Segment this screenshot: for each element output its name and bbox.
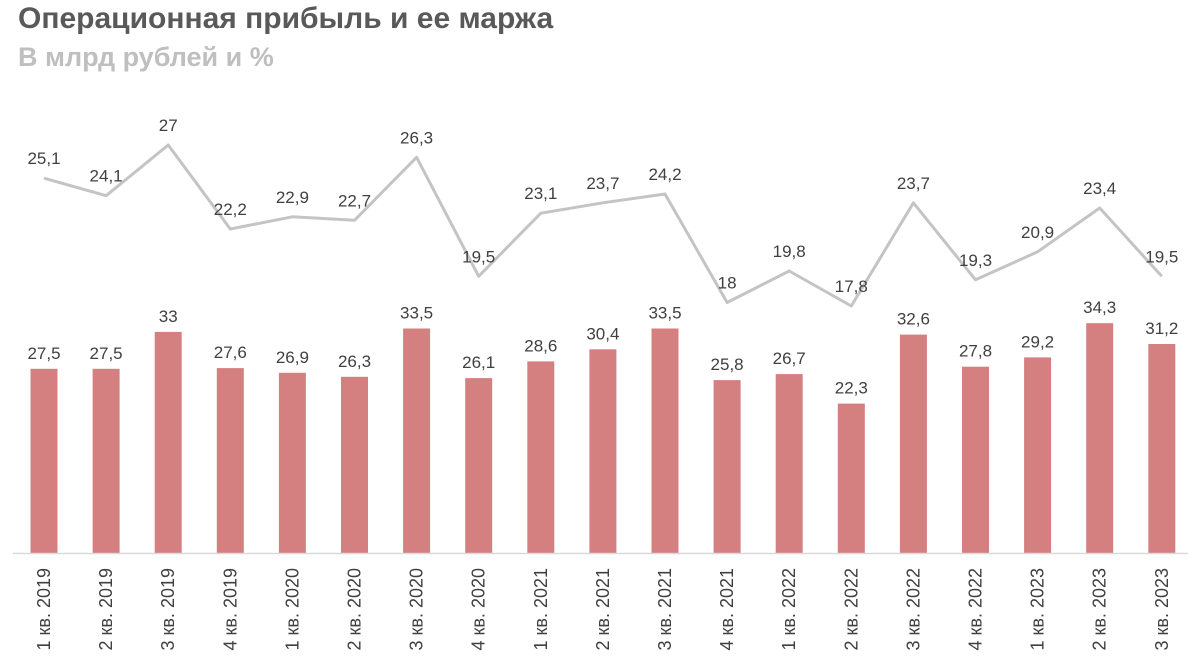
bar-label-8: 26,1 [462,353,495,372]
bar-8 [465,378,493,553]
bar-label-4: 27,6 [214,343,247,362]
bar-label-10: 30,4 [586,324,619,343]
bar-10 [589,349,617,553]
x-tick-4: 4 кв. 2019 [220,568,240,651]
line-label-6: 22,7 [338,191,371,210]
bar-label-19: 31,2 [1145,319,1178,338]
line-label-2: 24,1 [90,167,123,186]
bar-label-17: 29,2 [1021,332,1054,351]
x-tick-16: 4 кв. 2022 [966,568,986,651]
x-tick-12: 4 кв. 2021 [717,568,737,651]
bar-label-14: 22,3 [835,379,868,398]
bar-label-16: 27,8 [959,342,992,361]
chart-subtitle: В млрд рублей и % [18,42,274,72]
line-label-17: 20,9 [1021,223,1054,242]
bar-16 [962,366,989,553]
x-tick-labels: 1 кв. 2019 2 кв. 2019 3 кв. 2019 4 кв. 2019… [34,568,1172,651]
x-tick-2: 2 кв. 2019 [96,568,116,651]
bar-label-2: 27,5 [90,344,123,363]
margin-line [43,143,1163,308]
bar-1 [30,368,58,554]
x-tick-3: 3 кв. 2019 [158,568,178,651]
line-label-3: 27 [159,116,178,135]
bar-label-6: 26,3 [338,352,371,371]
line-label-7: 26,3 [400,128,433,147]
bar-2 [92,368,120,554]
bar-label-7: 33,5 [400,304,433,323]
bar-3 [154,331,182,553]
bar-6 [341,376,368,553]
bar-label-1: 27,5 [27,344,60,363]
bar-17 [1024,357,1052,553]
line-label-19: 19,5 [1145,247,1178,266]
bar-14 [837,403,865,553]
x-tick-6: 2 кв. 2020 [345,568,365,651]
bar-13 [775,374,803,553]
bar-4 [216,368,244,553]
bar-5 [278,372,306,553]
line-label-12: 18 [718,274,737,293]
bar-label-15: 32,6 [897,310,930,329]
x-tick-13: 1 кв. 2022 [779,568,799,651]
x-tick-15: 3 кв. 2022 [903,568,923,651]
x-tick-7: 3 кв. 2020 [407,568,427,651]
line-label-11: 24,2 [648,165,681,184]
bar-label-13: 26,7 [773,349,806,368]
line-label-1: 25,1 [27,149,60,168]
x-tick-9: 1 кв. 2021 [531,568,551,651]
line-label-15: 23,7 [897,174,930,193]
line-label-18: 23,4 [1083,179,1116,198]
bar-label-18: 34,3 [1083,298,1116,317]
line-value-labels: 25,1 24,1 27 22,2 22,9 22,7 26,3 19,5 23,1 23,7 24… [27,116,1178,296]
bar-11 [651,328,679,553]
bar-label-5: 26,9 [276,348,309,367]
x-tick-10: 2 кв. 2021 [593,568,613,651]
x-tick-1: 1 кв. 2019 [34,568,54,651]
x-tick-14: 2 кв. 2022 [841,568,861,651]
x-tick-18: 2 кв. 2023 [1090,568,1110,651]
x-tick-8: 4 кв. 2020 [469,568,489,651]
bar-label-3: 33 [159,307,178,326]
line-label-14: 17,8 [835,277,868,296]
bar-series [30,323,1176,554]
line-label-8: 19,5 [462,247,495,266]
bar-19 [1148,344,1176,553]
line-label-9: 23,1 [524,184,557,203]
bar-18 [1086,323,1114,553]
x-tick-19: 3 кв. 2023 [1152,568,1172,651]
x-tick-11: 3 кв. 2021 [655,568,675,651]
chart-title: Операционная прибыль и ее маржа [18,2,554,35]
bar-label-12: 25,8 [711,355,744,374]
margin-line-series [43,143,1163,308]
bar-value-labels: 27,5 27,5 33 27,6 26,9 26,3 33,5 26,1 28,6 30,4 33… [27,298,1178,397]
line-label-16: 19,3 [959,251,992,270]
bar-9 [527,361,555,553]
line-label-13: 19,8 [773,242,806,261]
line-label-10: 23,7 [586,174,619,193]
bar-label-9: 28,6 [524,336,557,355]
bar-15 [899,334,927,553]
x-tick-17: 1 кв. 2023 [1028,568,1048,651]
bar-7 [403,328,431,553]
x-tick-5: 1 кв. 2020 [282,568,302,651]
line-label-5: 22,9 [276,188,309,207]
line-label-4: 22,2 [214,200,247,219]
bar-label-11: 33,5 [648,304,681,323]
bar-12 [713,380,741,553]
